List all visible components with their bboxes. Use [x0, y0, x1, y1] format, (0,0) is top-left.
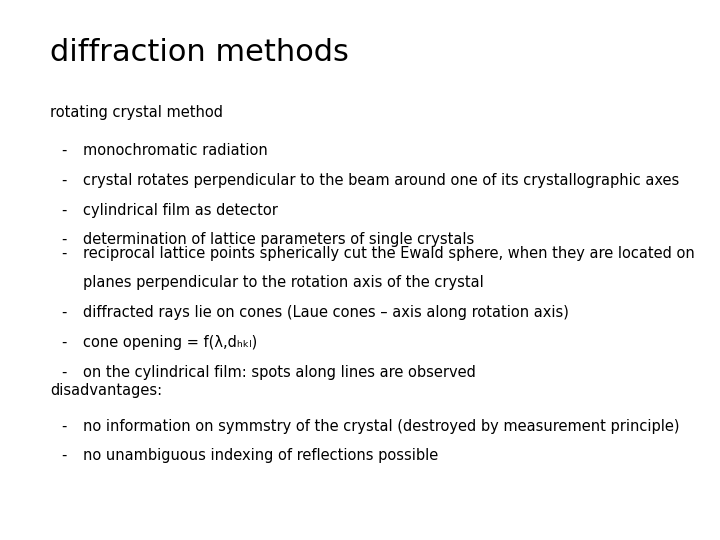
- Text: planes perpendicular to the rotation axis of the crystal: planes perpendicular to the rotation axi…: [83, 275, 484, 291]
- Text: -: -: [61, 143, 66, 158]
- Text: monochromatic radiation: monochromatic radiation: [83, 143, 268, 158]
- Text: -: -: [61, 246, 66, 261]
- Text: -: -: [61, 202, 66, 218]
- Text: determination of lattice parameters of single crystals: determination of lattice parameters of s…: [83, 232, 474, 247]
- Text: no unambiguous indexing of reflections possible: no unambiguous indexing of reflections p…: [83, 448, 438, 463]
- Text: -: -: [61, 305, 66, 320]
- Text: no information on symmstry of the crystal (destroyed by measurement principle): no information on symmstry of the crysta…: [83, 418, 679, 434]
- Text: -: -: [61, 335, 66, 350]
- Text: cone opening = f(λ,dₕₖₗ): cone opening = f(λ,dₕₖₗ): [83, 335, 257, 350]
- Text: diffracted rays lie on cones (Laue cones – axis along rotation axis): diffracted rays lie on cones (Laue cones…: [83, 305, 569, 320]
- Text: -: -: [61, 364, 66, 380]
- Text: on the cylindrical film: spots along lines are observed: on the cylindrical film: spots along lin…: [83, 364, 476, 380]
- Text: rotating crystal method: rotating crystal method: [50, 105, 223, 120]
- Text: -: -: [61, 232, 66, 247]
- Text: -: -: [61, 418, 66, 434]
- Text: disadvantages:: disadvantages:: [50, 383, 163, 399]
- Text: reciprocal lattice points spherically cut the Ewald sphere, when they are locate: reciprocal lattice points spherically cu…: [83, 246, 695, 261]
- Text: crystal rotates perpendicular to the beam around one of its crystallographic axe: crystal rotates perpendicular to the bea…: [83, 173, 679, 188]
- Text: -: -: [61, 448, 66, 463]
- Text: cylindrical film as detector: cylindrical film as detector: [83, 202, 278, 218]
- Text: diffraction methods: diffraction methods: [50, 38, 349, 67]
- Text: -: -: [61, 173, 66, 188]
